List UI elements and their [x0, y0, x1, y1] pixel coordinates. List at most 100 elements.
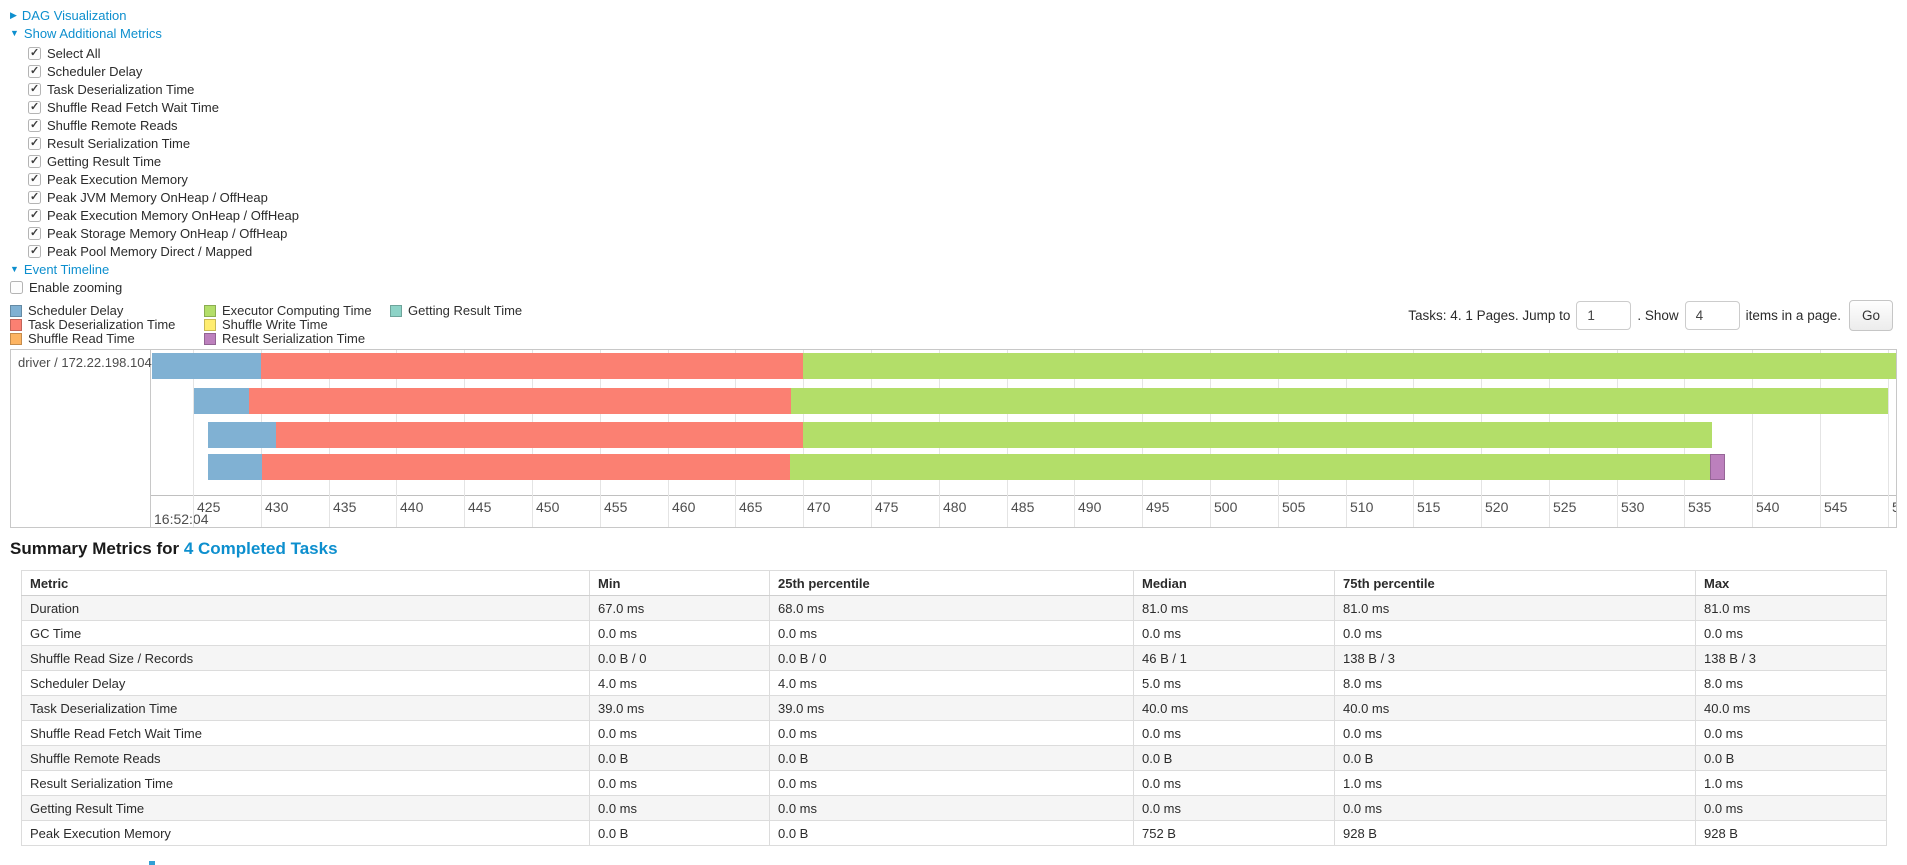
timeline-tick-label: 455: [604, 499, 628, 515]
timeline-tick-label: 460: [672, 499, 696, 515]
task-segment-task-deserialization[interactable]: [262, 454, 790, 480]
metric-value-cell: 46 B / 1: [1133, 645, 1335, 671]
metric-checkbox[interactable]: [28, 136, 41, 150]
task-segment-scheduler-delay[interactable]: [152, 353, 261, 379]
legend-item: Executor Computing Time: [204, 303, 390, 318]
metric-checkbox-label: Task Deserialization Time: [47, 81, 195, 97]
metric-checkbox-row: Shuffle Remote Reads: [28, 117, 178, 133]
metric-checkbox[interactable]: [28, 46, 41, 60]
metric-checkbox-label: Peak Execution Memory OnHeap / OffHeap: [47, 207, 299, 223]
metric-value-cell: 39.0 ms: [769, 695, 1134, 721]
metric-value-cell: 138 B / 3: [1695, 645, 1887, 671]
metric-checkbox[interactable]: [28, 190, 41, 204]
dag-visualization-link[interactable]: ▶ DAG Visualization: [10, 7, 126, 23]
metric-checkbox[interactable]: [28, 208, 41, 222]
metric-value-cell: 0.0 ms: [1695, 720, 1887, 746]
metric-checkbox-label: Getting Result Time: [47, 153, 162, 169]
timeline-group-label: driver / 172.22.198.104: [18, 355, 152, 370]
timeline-tick-label: 435: [333, 499, 357, 515]
metric-value-cell: 0.0 ms: [1133, 720, 1335, 746]
metric-value-cell: 0.0 ms: [1133, 620, 1335, 646]
getting-result-swatch-icon: [390, 304, 402, 317]
task-segment-executor-computing[interactable]: [789, 454, 1711, 480]
legend-item: Getting Result Time: [390, 303, 523, 318]
metric-checkbox[interactable]: [28, 64, 41, 78]
task-segment-executor-computing[interactable]: [803, 422, 1712, 448]
clipped-next-section-fragment: [149, 861, 155, 865]
table-row: Shuffle Read Size / Records 0.0 B / 0 0.0 …: [21, 645, 1887, 671]
metric-checkbox[interactable]: [28, 172, 41, 186]
column-header: 75th percentile: [1334, 570, 1696, 596]
event-timeline-link[interactable]: ▼ Event Timeline: [10, 261, 109, 277]
task-segment-scheduler-delay[interactable]: [194, 388, 249, 414]
summary-title-text: Summary Metrics for: [10, 539, 184, 558]
shuffle-read-swatch-icon: [10, 332, 22, 345]
metric-checkbox[interactable]: [28, 118, 41, 132]
table-row: Shuffle Read Fetch Wait Time 0.0 ms 0.0 ms…: [21, 720, 1887, 746]
show-additional-metrics-link[interactable]: ▼ Show Additional Metrics: [10, 25, 162, 41]
jump-to-page-input[interactable]: [1576, 300, 1632, 330]
timeline-tick-label: 430: [265, 499, 289, 515]
metric-value-cell: 0.0 ms: [1695, 795, 1887, 821]
metric-checkbox[interactable]: [28, 154, 41, 168]
timeline-gridline: [1820, 350, 1821, 527]
metric-value-cell: 4.0 ms: [769, 670, 1134, 696]
metric-checkbox-label: Result Serialization Time: [47, 135, 191, 151]
metric-checkbox[interactable]: [28, 100, 41, 114]
timeline-tick-label: 535: [1688, 499, 1712, 515]
timeline-axis-line: [151, 495, 1896, 496]
enable-zooming-checkbox[interactable]: [10, 280, 23, 294]
timeline-tick-label: 485: [1011, 499, 1035, 515]
metric-value-cell: 0.0 B / 0: [769, 645, 1134, 671]
go-button[interactable]: Go: [1848, 299, 1893, 331]
task-segment-task-deserialization[interactable]: [275, 422, 804, 448]
metric-checkbox[interactable]: [28, 82, 41, 96]
table-row: Result Serialization Time 0.0 ms 0.0 ms 0.0…: [21, 770, 1887, 796]
metric-value-cell: 39.0 ms: [589, 695, 770, 721]
task-segment-executor-computing[interactable]: [790, 388, 1888, 414]
metric-value-cell: 0.0 ms: [589, 620, 770, 646]
task-segment-executor-computing[interactable]: [803, 353, 1896, 379]
task-segment-scheduler-delay[interactable]: [207, 454, 263, 480]
metric-value-cell: 0.0 ms: [1334, 620, 1696, 646]
column-header: Metric: [21, 570, 590, 596]
metric-checkbox-label: Peak Storage Memory OnHeap / OffHeap: [47, 225, 288, 241]
task-segment-scheduler-delay[interactable]: [207, 422, 276, 448]
metric-checkbox-row: Shuffle Read Fetch Wait Time: [28, 99, 219, 115]
column-header: 25th percentile: [769, 570, 1134, 596]
metric-value-cell: 5.0 ms: [1133, 670, 1335, 696]
metric-value-cell: 0.0 B: [589, 745, 770, 771]
metric-value-cell: 1.0 ms: [1695, 770, 1887, 796]
metric-value-cell: 0.0 B: [769, 745, 1134, 771]
completed-tasks-link[interactable]: 4 Completed Tasks: [183, 539, 338, 558]
task-pagination: Tasks: 4. 1 Pages. Jump to . Show items …: [1408, 299, 1893, 331]
timeline-gridline: [1888, 350, 1889, 527]
timeline-tick-label: 515: [1417, 499, 1441, 515]
metric-checkbox[interactable]: [28, 244, 41, 258]
timeline-tick-label: 525: [1553, 499, 1577, 515]
metric-name-cell: Getting Result Time: [21, 795, 590, 821]
arrow-down-icon: ▼: [10, 27, 19, 38]
legend-label: Getting Result Time: [408, 303, 523, 318]
timeline-tick-label: 470: [807, 499, 831, 515]
legend-label: Task Deserialization Time: [28, 317, 176, 332]
metric-value-cell: 0.0 ms: [769, 720, 1134, 746]
metric-checkbox-label: Scheduler Delay: [47, 63, 143, 79]
table-head: Metric Min 25th percentile Median 75th perce…: [21, 570, 1887, 596]
timeline-tick-label: 545: [1824, 499, 1848, 515]
metric-value-cell: 0.0 B: [769, 820, 1134, 846]
show-text: . Show: [1637, 307, 1679, 323]
legend-item: Scheduler Delay: [10, 303, 204, 318]
task-deserialization-swatch-icon: [10, 318, 22, 331]
metric-value-cell: 0.0 ms: [1334, 795, 1696, 821]
metric-name-cell: Task Deserialization Time: [21, 695, 590, 721]
task-segment-task-deserialization[interactable]: [260, 353, 804, 379]
metric-checkbox[interactable]: [28, 226, 41, 240]
metric-value-cell: 67.0 ms: [589, 595, 770, 621]
timeline-tick-label: 530: [1621, 499, 1645, 515]
metric-checkbox-row: Select All: [28, 45, 100, 61]
task-segment-result-serialization[interactable]: [1710, 454, 1726, 480]
items-per-page-input[interactable]: [1684, 300, 1740, 330]
task-segment-task-deserialization[interactable]: [248, 388, 791, 414]
column-header: Max: [1695, 570, 1887, 596]
